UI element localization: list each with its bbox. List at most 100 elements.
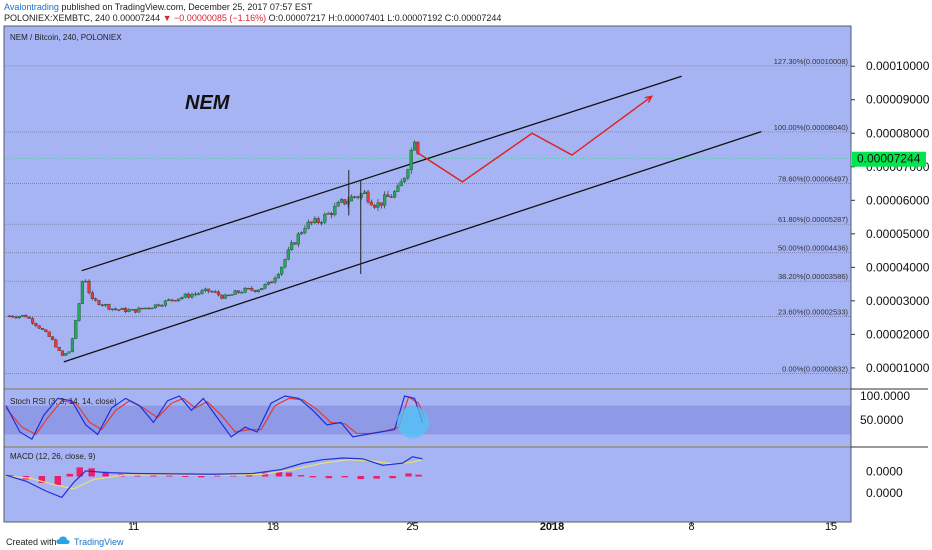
channel-lower-line — [63, 130, 762, 363]
candle-body — [319, 222, 324, 224]
candle-body — [34, 323, 38, 326]
candle-body — [260, 287, 264, 291]
candle-body — [266, 281, 270, 285]
candle-body — [236, 290, 241, 293]
fib-label: 0.00%(0.00000832) — [782, 365, 848, 374]
candle-body — [383, 194, 387, 206]
candle-body — [256, 289, 260, 292]
candle-body — [393, 191, 397, 198]
fib-label: 50.00%(0.00004436) — [778, 244, 849, 253]
candle-body — [210, 291, 214, 293]
candle-body — [160, 305, 164, 307]
candle-body — [167, 299, 171, 301]
macd-histogram-bar — [325, 476, 333, 479]
nem-annotation: NEM — [185, 92, 231, 114]
candle-body — [27, 316, 31, 319]
macd-signal-line — [5, 459, 423, 490]
main-pane-title: NEM / Bitcoin, 240, POLONIEX — [10, 33, 122, 42]
y-tick-label: 0.00005000 — [866, 227, 930, 241]
macd-histogram-bar — [373, 476, 380, 479]
macd-histogram-bar — [150, 475, 157, 477]
y-tick-label: 0.00003000 — [866, 294, 930, 308]
candle-body — [60, 350, 65, 356]
candle-body — [359, 193, 363, 198]
candle-body — [133, 309, 138, 313]
macd-histogram-bar — [214, 475, 221, 477]
candle-body — [280, 266, 284, 275]
candle-body — [114, 308, 118, 311]
y-tick-label: 0.00010000 — [866, 59, 930, 73]
candle-body — [183, 293, 187, 298]
candle-body — [286, 249, 290, 260]
macd-histogram-bar — [309, 476, 317, 478]
candle-body — [230, 294, 234, 296]
macd-histogram-bar — [285, 472, 293, 477]
author-link[interactable]: Avalontrading — [4, 2, 59, 12]
publish-line: Avalontrading published on TradingView.c… — [4, 2, 312, 12]
candle-body — [303, 228, 307, 233]
candle-body — [329, 212, 334, 216]
macd-histogram-bar — [102, 471, 109, 477]
candle-body — [223, 294, 227, 299]
macd-histogram-bar — [38, 476, 46, 483]
macd-pane-title: MACD (12, 26, close, 9) — [10, 452, 96, 461]
publish-info: published on TradingView.com, December 2… — [61, 2, 313, 12]
candle-body — [306, 221, 310, 229]
macd-histogram-bar — [389, 476, 396, 479]
y-tick-label: 0.00002000 — [866, 327, 930, 341]
macd-histogram-bar — [66, 473, 73, 477]
macd-histogram-bar — [341, 476, 348, 478]
fib-label: 100.00%(0.00008040) — [774, 123, 849, 132]
cloud-icon — [56, 536, 70, 544]
price-marker-box — [852, 151, 926, 167]
candle-body — [21, 315, 25, 317]
candle-body — [7, 315, 11, 318]
candle-body — [70, 338, 74, 352]
last-value: 0.00007244 — [112, 13, 161, 23]
candle-body — [217, 291, 221, 296]
candle-body — [44, 329, 48, 333]
candle-body — [207, 288, 211, 292]
candle-body — [263, 284, 267, 289]
fib-label: 23.60%(0.00002533) — [778, 308, 849, 317]
macd-histogram-bar — [415, 474, 422, 477]
rsi-pane-title: Stoch RSI (3, 3, 14, 14, close) — [10, 397, 117, 406]
candle-body — [276, 273, 280, 279]
projection-arrowhead — [644, 95, 654, 103]
channel-upper-line — [81, 75, 682, 272]
y-tick-label: 0.00009000 — [866, 93, 930, 107]
fib-label: 61.80%(0.00005287) — [778, 215, 849, 224]
candle-body — [333, 206, 337, 216]
macd-line — [5, 456, 423, 499]
candle-body — [379, 202, 383, 206]
candle-body — [67, 351, 71, 354]
candle-body — [57, 347, 61, 351]
candle-body — [130, 309, 134, 311]
tradingview-link[interactable]: TradingView — [74, 537, 124, 547]
created-with-label: Created with — [6, 537, 57, 547]
macd-tick-label: 0.0000 — [866, 486, 903, 500]
macd-histogram-bar — [275, 471, 283, 477]
candle-body — [253, 289, 257, 292]
x-tick-label: 11 — [128, 521, 139, 532]
candles — [7, 140, 420, 357]
macd-histogram-bar — [182, 476, 189, 477]
macd-histogram-bar — [357, 476, 364, 480]
candle-body — [137, 307, 141, 313]
candle-body — [110, 308, 114, 311]
candle-body — [157, 304, 161, 307]
candle-body — [326, 212, 330, 215]
price-chart[interactable]: 127.30%(0.00010008) 100.00%(0.00008040) 78… — [0, 22, 932, 532]
candle-body — [173, 300, 177, 302]
candle-body — [140, 307, 144, 310]
candle-body — [11, 315, 15, 318]
rsi-tick-label: 100.0000 — [860, 389, 910, 403]
candle-body — [127, 309, 131, 312]
candle-body — [356, 196, 360, 198]
candle-body — [316, 218, 320, 223]
x-tick-label: 2018 — [540, 521, 564, 532]
candle-body — [153, 304, 158, 309]
candle-body — [163, 300, 167, 306]
candle-body — [203, 288, 207, 291]
